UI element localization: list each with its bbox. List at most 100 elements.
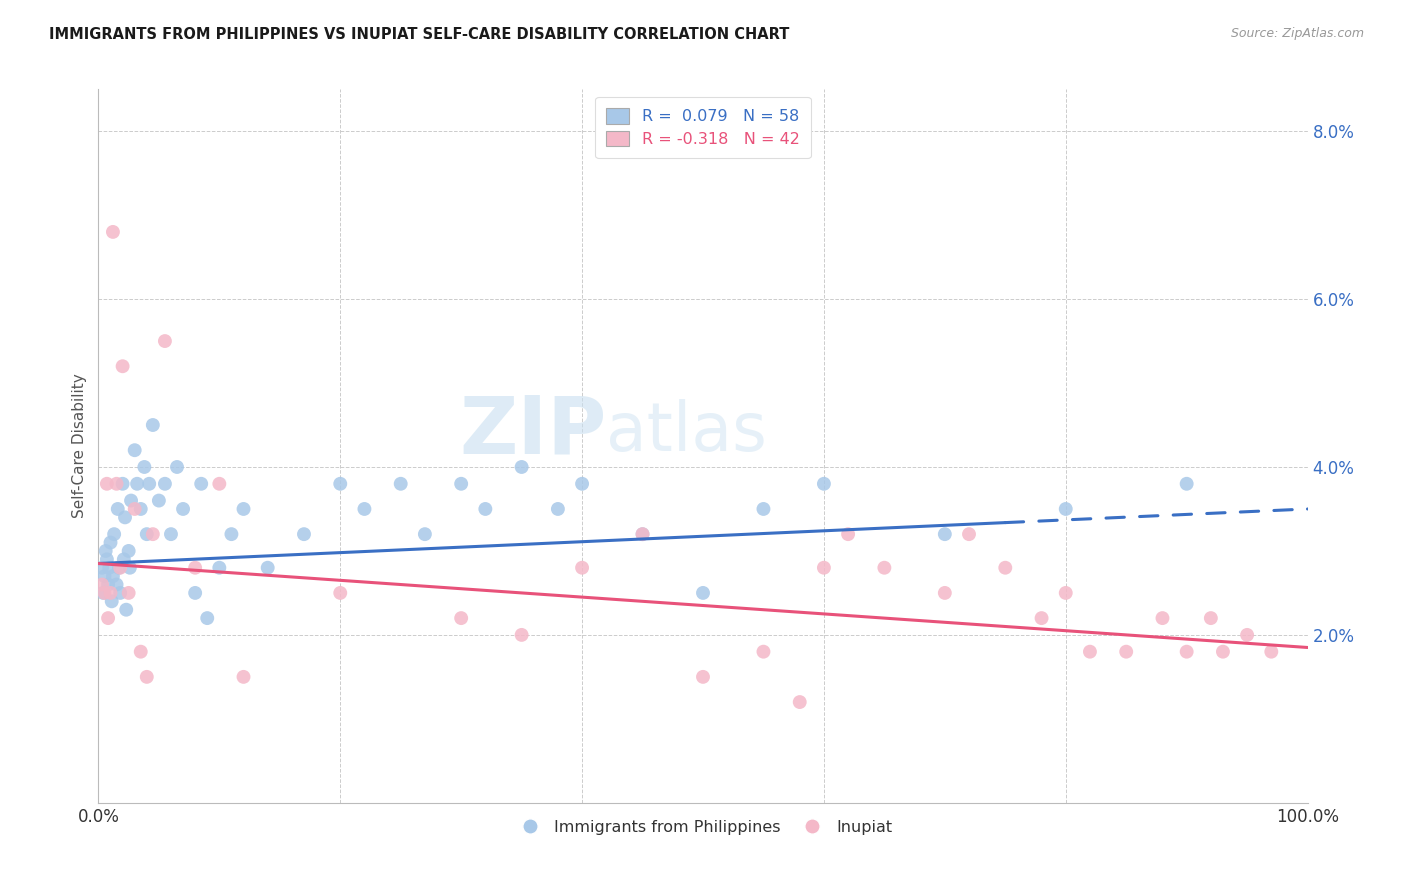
Point: [118, 544, 141, 558]
Point: [957, 527, 980, 541]
Point: [97, 611, 120, 625]
Point: [148, 493, 170, 508]
Point: [94, 544, 117, 558]
Point: [100, 586, 122, 600]
Point: [166, 460, 188, 475]
Point: [138, 476, 160, 491]
Point: [789, 695, 811, 709]
Point: [153, 476, 176, 491]
Point: [101, 225, 124, 239]
Point: [105, 476, 128, 491]
Point: [153, 334, 176, 348]
Point: [934, 586, 956, 600]
Point: [91, 586, 114, 600]
Point: [96, 476, 118, 491]
Point: [103, 527, 125, 541]
Point: [118, 586, 141, 600]
Point: [1054, 502, 1077, 516]
Point: [1175, 476, 1198, 491]
Point: [232, 670, 254, 684]
Point: [97, 577, 120, 591]
Point: [510, 628, 533, 642]
Point: [450, 476, 472, 491]
Point: [571, 476, 593, 491]
Point: [571, 560, 593, 574]
Point: [208, 476, 231, 491]
Point: [631, 527, 654, 541]
Point: [129, 645, 152, 659]
Point: [1152, 611, 1174, 625]
Point: [124, 502, 146, 516]
Point: [108, 560, 131, 574]
Point: [129, 502, 152, 516]
Point: [142, 527, 165, 541]
Point: [142, 417, 165, 432]
Point: [112, 552, 135, 566]
Point: [474, 502, 496, 516]
Point: [96, 552, 118, 566]
Point: [232, 502, 254, 516]
Point: [135, 670, 157, 684]
Text: atlas: atlas: [606, 399, 768, 465]
Point: [114, 510, 136, 524]
Point: [692, 670, 714, 684]
Point: [389, 476, 412, 491]
Point: [184, 560, 207, 574]
Point: [111, 476, 134, 491]
Point: [127, 476, 149, 491]
Point: [172, 502, 194, 516]
Point: [118, 560, 141, 574]
Point: [195, 611, 218, 625]
Point: [631, 527, 654, 541]
Point: [450, 611, 472, 625]
Point: [124, 443, 146, 458]
Point: [115, 603, 138, 617]
Point: [190, 476, 212, 491]
Point: [510, 460, 533, 475]
Text: Source: ZipAtlas.com: Source: ZipAtlas.com: [1230, 27, 1364, 40]
Point: [329, 586, 352, 600]
Point: [208, 560, 231, 574]
Point: [93, 586, 115, 600]
Point: [1236, 628, 1258, 642]
Point: [1054, 586, 1077, 600]
Point: [100, 594, 122, 608]
Point: [135, 527, 157, 541]
Legend: Immigrants from Philippines, Inupiat: Immigrants from Philippines, Inupiat: [508, 814, 898, 841]
Point: [413, 527, 436, 541]
Point: [292, 527, 315, 541]
Point: [353, 502, 375, 516]
Point: [98, 560, 121, 574]
Point: [91, 560, 114, 574]
Y-axis label: Self-Care Disability: Self-Care Disability: [72, 374, 87, 518]
Point: [934, 527, 956, 541]
Point: [111, 359, 134, 374]
Point: [1260, 645, 1282, 659]
Point: [752, 502, 775, 516]
Point: [1199, 611, 1222, 625]
Point: [1175, 645, 1198, 659]
Point: [752, 645, 775, 659]
Point: [134, 460, 156, 475]
Point: [329, 476, 352, 491]
Point: [256, 560, 278, 574]
Point: [100, 535, 122, 549]
Point: [1212, 645, 1234, 659]
Point: [184, 586, 207, 600]
Point: [221, 527, 243, 541]
Text: ZIP: ZIP: [458, 392, 606, 471]
Point: [93, 569, 115, 583]
Point: [120, 493, 142, 508]
Point: [107, 502, 129, 516]
Point: [108, 560, 131, 574]
Point: [873, 560, 896, 574]
Point: [108, 586, 131, 600]
Point: [160, 527, 183, 541]
Point: [692, 586, 714, 600]
Point: [1031, 611, 1053, 625]
Point: [813, 560, 835, 574]
Point: [1115, 645, 1137, 659]
Point: [994, 560, 1017, 574]
Text: IMMIGRANTS FROM PHILIPPINES VS INUPIAT SELF-CARE DISABILITY CORRELATION CHART: IMMIGRANTS FROM PHILIPPINES VS INUPIAT S…: [49, 27, 790, 42]
Point: [813, 476, 835, 491]
